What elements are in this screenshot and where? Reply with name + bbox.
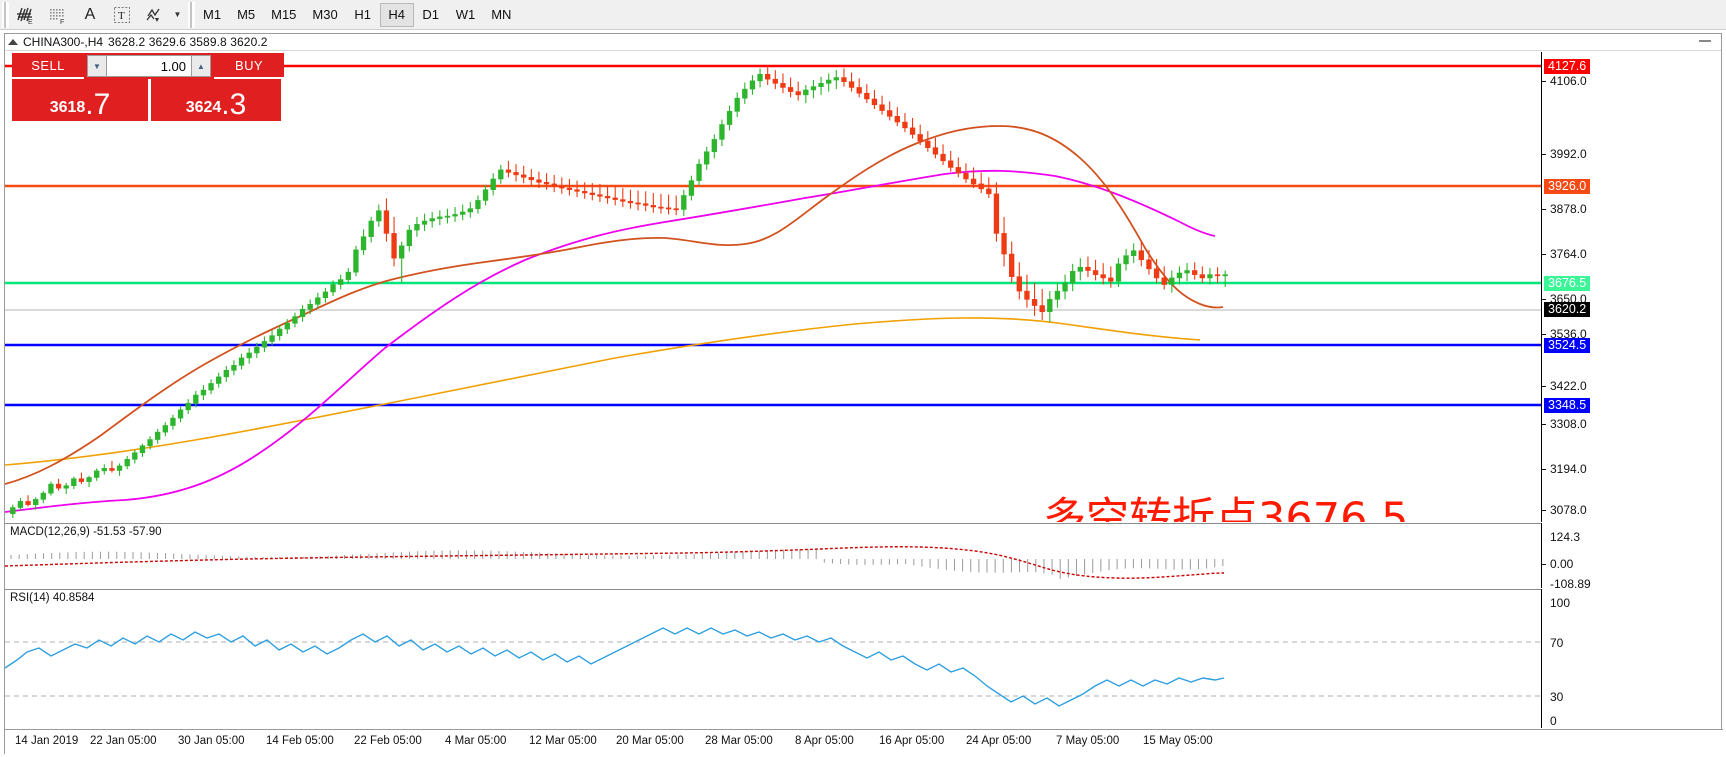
time-label: 22 Feb 05:00 [354,735,422,747]
rsi-tick: 70 [1550,636,1564,650]
timeframe-d1[interactable]: D1 [422,7,440,22]
price-tag-resistance-4127: 4127.6 [1544,59,1591,74]
svg-text:F: F [60,19,64,25]
objects-icon[interactable] [138,2,170,28]
macd-histogram [10,549,1224,579]
toolbar-grip[interactable] [2,1,9,28]
one-click-trading-panel[interactable]: SELL ▼ 1.00 ▲ BUY 3618 .7 3624 .3 [12,53,284,121]
rsi-tick: 30 [1550,690,1564,704]
moving-average-mid [5,169,1216,513]
price-scale[interactable]: 4106.0 3992.0 3878.0 3764.0 3650.0 3536.… [1541,52,1721,522]
time-label: 15 May 05:00 [1143,735,1213,747]
moving-average-fast [5,125,1224,485]
chart-symbol: CHINA300-,H4 [23,35,104,49]
time-label: 14 Jan 2019 [15,735,79,747]
buy-price-integer: 3624 [185,99,222,116]
macd-signal-line [5,546,1225,579]
timeframe-m15[interactable]: M15 [271,7,297,22]
timeframe-m1[interactable]: M1 [203,7,222,22]
svg-text:T: T [118,10,125,22]
timeframe-h4[interactable]: H4 [379,2,414,27]
chart-titlebar: CHINA300-,H4 3628.2 3629.6 3589.8 3620.2 [5,34,1721,51]
macd-tick: -108.89 [1550,577,1591,591]
time-label: 7 May 05:00 [1056,735,1120,747]
price-tick: 3992.0 [1542,148,1587,160]
timeframe-m30[interactable]: M30 [312,7,338,22]
price-tick: 3308.0 [1542,418,1587,430]
time-label: 12 Mar 05:00 [529,735,597,747]
price-tick: 3078.0 [1542,504,1587,516]
candlestick-series [10,65,1228,518]
macd-label: MACD(12,26,9) -51.53 -57.90 [10,526,162,538]
rsi-line [5,627,1225,707]
price-tick: 3422.0 [1542,380,1587,392]
macd-tick: 0.00 [1542,558,1573,570]
time-label: 16 Apr 05:00 [879,735,945,747]
timeframe-h1[interactable]: H1 [354,7,372,22]
sell-price[interactable]: 3618 .7 [12,79,151,121]
timeframe-m5[interactable]: M5 [237,7,256,22]
rsi-chart-svg [5,627,1543,707]
chart-ohlc: 3628.2 3629.6 3589.8 3620.2 [108,35,268,49]
moving-average-slow [5,317,1201,466]
volume-increment-icon[interactable]: ▲ [191,55,211,77]
price-tag-support-3524: 3524.5 [1544,338,1591,353]
time-label: 30 Jan 05:00 [178,735,245,747]
price-tag-pivot-3676: 3676.5 [1544,276,1591,291]
buy-price[interactable]: 3624 .3 [151,79,281,121]
objects-dropdown-icon[interactable]: ▼ [173,10,182,19]
price-tick: 3878.0 [1542,203,1587,215]
indicators-icon[interactable]: E [10,2,42,28]
macd-scale[interactable]: 124.3 0.00 -108.89 [1541,523,1721,591]
toolbar-grip-2[interactable] [188,1,195,28]
time-axis[interactable]: 14 Jan 2019 22 Jan 05:00 30 Jan 05:00 14… [5,729,1723,754]
rsi-tick: 100 [1550,596,1571,610]
volume-input[interactable]: 1.00 [107,55,191,77]
volume-stepper[interactable]: ▼ 1.00 ▲ [84,53,214,79]
time-label: 4 Mar 05:00 [445,735,507,747]
price-tag-support-3348: 3348.5 [1544,398,1591,413]
price-tick: 3536.0 [1542,328,1587,340]
macd-chart-svg [5,546,1225,579]
time-label: 22 Jan 05:00 [90,735,157,747]
rsi-pane[interactable]: RSI(14) 40.8584 [5,589,1543,728]
svg-text:E: E [28,19,33,25]
chart-window: CHINA300-,H4 3628.2 3629.6 3589.8 3620.2 [4,33,1723,754]
text-object-icon[interactable]: A [84,5,96,23]
rsi-scale[interactable]: 100 70 30 0 [1541,589,1721,728]
sell-price-integer: 3618 [49,99,86,116]
rsi-tick: 0 [1550,714,1557,728]
collapse-icon[interactable] [8,39,18,45]
price-pane[interactable]: 多空转折点3676.5 [5,52,1543,522]
volume-decrement-icon[interactable]: ▼ [87,55,107,77]
buy-price-decimal: .3 [221,87,247,121]
buy-button[interactable]: BUY [214,53,284,79]
price-chart-svg [5,64,1543,518]
sell-button[interactable]: SELL [12,53,84,79]
price-tag-last-price: 3620.2 [1544,302,1591,317]
time-label: 8 Apr 05:00 [795,735,854,747]
price-tick: 3764.0 [1542,248,1587,260]
timeframe-w1[interactable]: W1 [455,7,476,22]
time-label: 14 Feb 05:00 [266,735,334,747]
minimize-icon[interactable] [1699,40,1711,42]
price-tag-resistance-3926: 3926.0 [1544,179,1591,194]
macd-pane[interactable]: MACD(12,26,9) -51.53 -57.90 [5,523,1543,588]
grid-period-icon[interactable]: F [42,2,74,28]
price-tick: 3194.0 [1542,463,1587,475]
macd-tick: 124.3 [1550,530,1581,544]
sell-price-decimal: .7 [85,87,111,121]
time-label: 20 Mar 05:00 [616,735,684,747]
chart-annotation: 多空转折点3676.5 [1043,494,1409,522]
text-label-icon[interactable]: T [106,2,138,28]
rsi-label: RSI(14) 40.8584 [10,592,95,604]
time-label: 24 Apr 05:00 [966,735,1032,747]
price-tick: 4106.0 [1542,75,1587,87]
time-label: 28 Mar 05:00 [705,735,773,747]
timeframe-mn[interactable]: MN [491,7,512,22]
main-toolbar: E F [0,0,1726,30]
